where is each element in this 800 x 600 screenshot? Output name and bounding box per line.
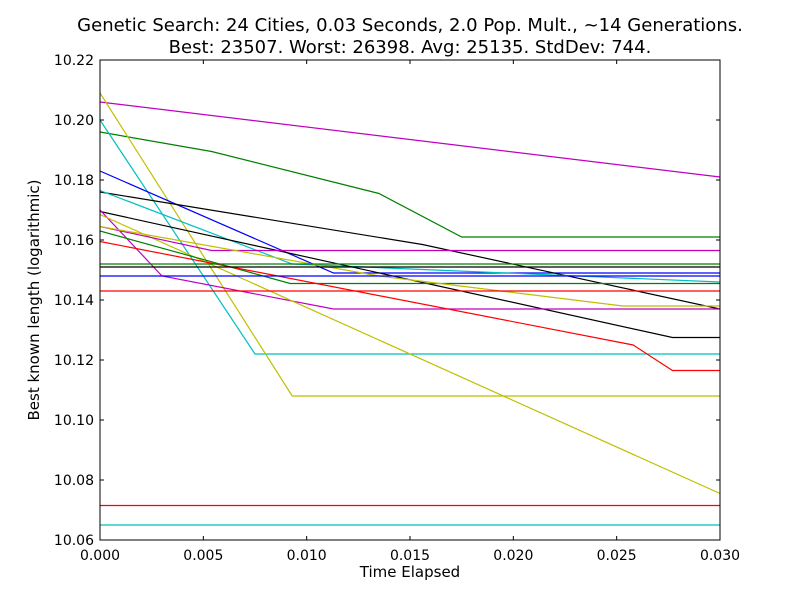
y-tick-label: 10.22 bbox=[54, 53, 94, 69]
plot-frame bbox=[99, 59, 721, 541]
y-tick-label: 10.18 bbox=[54, 173, 94, 189]
x-tick-label: 0.010 bbox=[287, 548, 327, 564]
chart-title: Genetic Search: 24 Cities, 0.03 Seconds,… bbox=[77, 15, 743, 36]
series-line-9 bbox=[100, 209, 720, 310]
series-line-8 bbox=[100, 210, 720, 339]
series-line-3 bbox=[100, 119, 720, 355]
y-tick-label: 10.20 bbox=[54, 113, 94, 129]
x-tick-label: 0.030 bbox=[700, 548, 740, 564]
series-line-6 bbox=[100, 191, 720, 310]
x-tick-label: 0.020 bbox=[493, 548, 533, 564]
y-tick-label: 10.06 bbox=[54, 533, 94, 549]
x-tick-label: 0.000 bbox=[80, 548, 120, 564]
x-tick-label: 0.005 bbox=[183, 548, 223, 564]
y-tick-label: 10.10 bbox=[54, 413, 94, 429]
series-line-12 bbox=[100, 230, 720, 285]
series-line-2 bbox=[100, 131, 720, 238]
y-tick-label: 10.12 bbox=[54, 353, 94, 369]
series-line-5 bbox=[100, 170, 720, 274]
series-layer bbox=[100, 92, 720, 526]
x-axis-label: Time Elapsed bbox=[359, 563, 460, 581]
tick-layer: 0.000 0.005 0.010 0.015 0.020 0.025 0.030 10.06… bbox=[54, 53, 740, 564]
series-line-1 bbox=[100, 101, 720, 178]
chart-subtitle: Best: 23507. Worst: 26398. Avg: 25135. S… bbox=[169, 37, 652, 58]
series-line-13 bbox=[100, 240, 720, 372]
y-axis-label: Best known length (logarithmic) bbox=[25, 180, 43, 421]
y-tick-label: 10.14 bbox=[54, 293, 94, 309]
x-tick-label: 0.015 bbox=[390, 548, 430, 564]
x-tick-label: 0.025 bbox=[597, 548, 637, 564]
y-tick-label: 10.08 bbox=[54, 473, 94, 489]
series-line-7 bbox=[100, 189, 720, 283]
series-line-14 bbox=[100, 225, 720, 307]
series-line-4 bbox=[100, 92, 720, 397]
y-tick-label: 10.16 bbox=[54, 233, 94, 249]
series-line-11 bbox=[100, 225, 720, 252]
